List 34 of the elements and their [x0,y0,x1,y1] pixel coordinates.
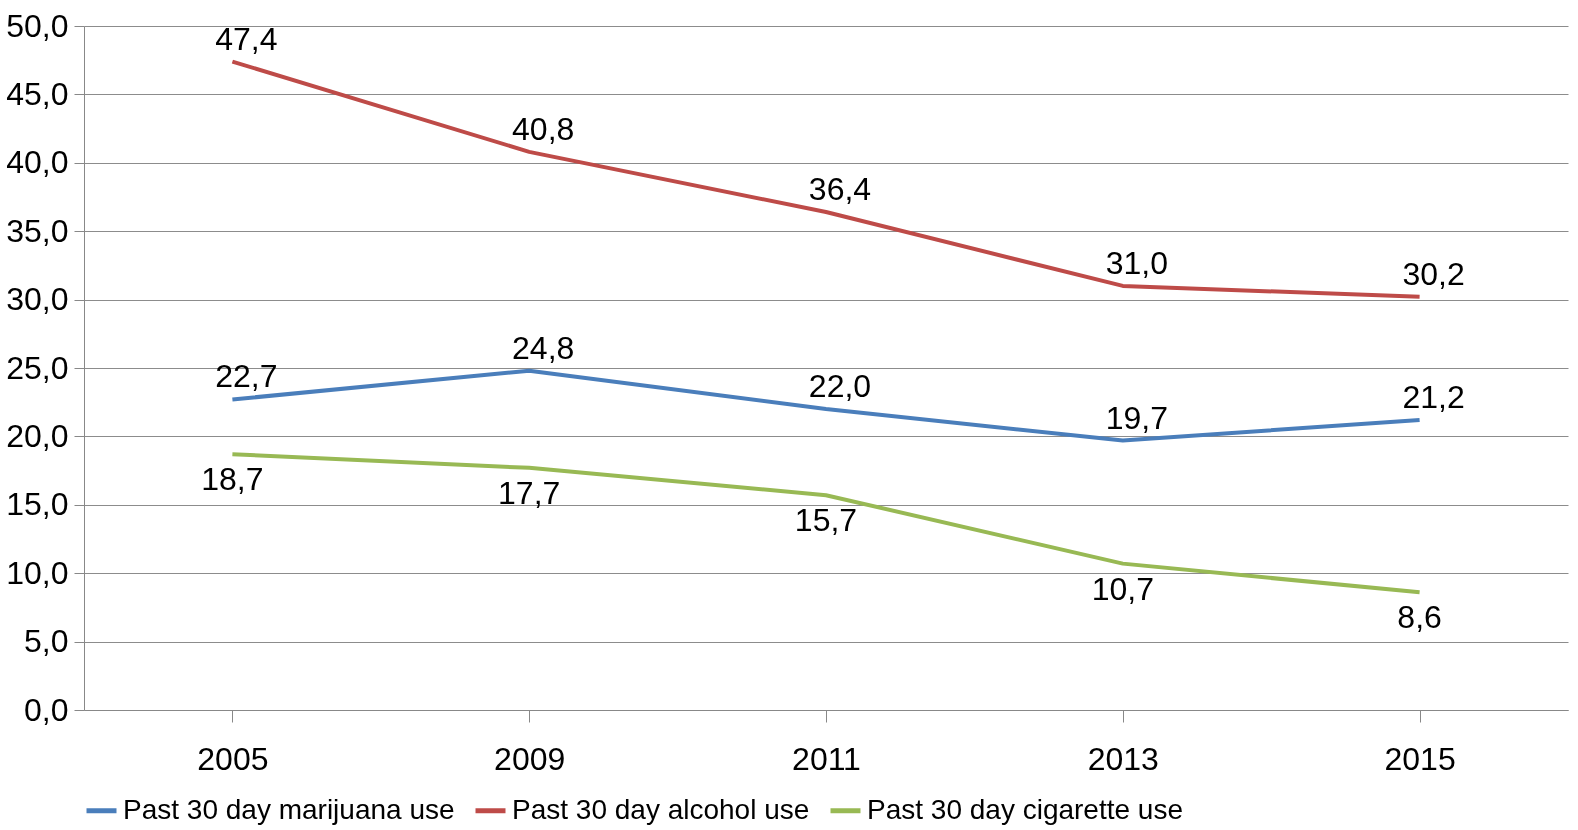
data-label: 30,2 [1402,255,1465,292]
x-tick-label: 2009 [494,740,566,777]
data-label: 31,0 [1105,244,1168,281]
x-tick-label: 2005 [197,740,269,777]
y-tick-label: 50,0 [6,7,69,44]
y-tick-label: 15,0 [6,486,69,523]
data-label: 24,8 [512,329,575,366]
data-label: 18,7 [201,461,264,498]
x-tick-label: 2015 [1384,740,1456,777]
data-label: 47,4 [215,20,278,57]
y-tick-label: 20,0 [6,417,69,454]
y-tick-label: 45,0 [6,75,69,112]
y-tick-label: 5,0 [24,623,69,660]
data-label: 36,4 [808,171,872,208]
legend-label: Past 30 day cigarette use [867,793,1183,825]
y-tick-label: 35,0 [6,212,69,249]
data-label: 22,7 [215,358,278,395]
x-tick-label: 2011 [792,740,861,777]
data-label: 40,8 [512,110,575,147]
y-tick-label: 25,0 [6,349,69,386]
x-tick-label: 2013 [1087,740,1159,777]
data-label: 10,7 [1091,570,1154,607]
data-label: 21,2 [1402,378,1465,415]
data-label: 17,7 [498,474,561,511]
data-label: 19,7 [1105,399,1168,436]
y-tick-label: 30,0 [6,281,69,318]
legend-label: Past 30 day marijuana use [123,793,455,825]
y-tick-label: 0,0 [24,691,69,728]
data-label: 22,0 [808,368,872,405]
y-tick-label: 10,0 [6,554,69,591]
data-label: 8,6 [1397,599,1442,636]
data-label: 15,7 [794,502,858,539]
legend-label: Past 30 day alcohol use [512,793,810,825]
y-tick-label: 40,0 [6,144,69,181]
